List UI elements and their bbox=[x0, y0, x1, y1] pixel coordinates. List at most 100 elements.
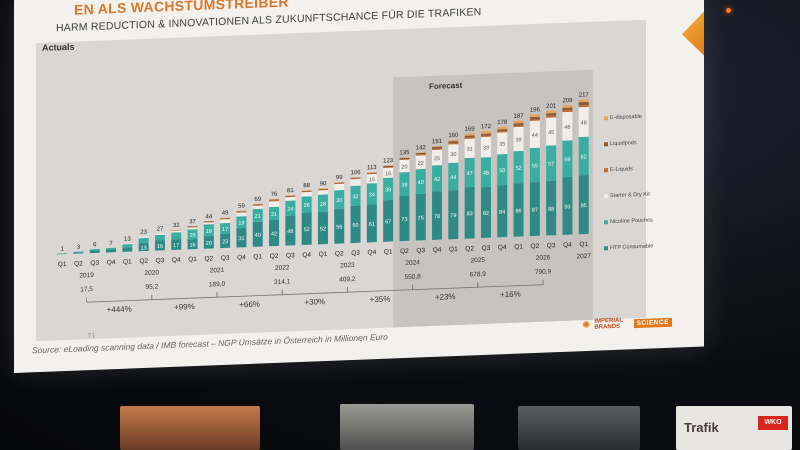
bar-segment-e-liquids bbox=[383, 167, 394, 169]
quarter-tick-label: Q2 bbox=[465, 245, 474, 252]
quarter-tick-label: Q1 bbox=[319, 251, 328, 258]
bar-segment-e-liquids bbox=[480, 135, 491, 138]
imperial-brands-logo: ✺ IMPERIAL BRANDS SCIENCE bbox=[582, 313, 672, 334]
quarter-tick-label: Q4 bbox=[107, 259, 116, 266]
bar-segment-e-liquids bbox=[350, 178, 361, 180]
bar-segment-e-disposable bbox=[415, 152, 426, 154]
segment-label: 79 bbox=[450, 213, 456, 219]
legend-swatch bbox=[604, 116, 608, 121]
bar-total-label: 90 bbox=[320, 181, 327, 187]
bar-segment-htp-consumable bbox=[138, 242, 149, 252]
bar-segment-htp-consumable bbox=[529, 181, 540, 237]
bar-segment-nicotine-pouches bbox=[350, 185, 361, 206]
bar-segment-starter-dry-kit bbox=[399, 159, 410, 173]
quarter-tick-label: Q4 bbox=[368, 249, 377, 256]
bar-segment-liquidpods bbox=[236, 211, 247, 213]
quarter-tick-label: Q1 bbox=[188, 256, 197, 263]
segment-label: 16 bbox=[385, 171, 391, 177]
bar-segment-e-liquids bbox=[220, 218, 231, 220]
bar-segment-e-disposable bbox=[350, 176, 361, 178]
year-total-label: 95,2 bbox=[145, 283, 158, 290]
bar-segment-liquidpods bbox=[317, 188, 328, 190]
bar-segment-htp-consumable bbox=[480, 186, 491, 239]
segment-label: 48 bbox=[483, 171, 489, 177]
quarter-tick-label: Q4 bbox=[433, 247, 442, 254]
bar-segment-liquidpods bbox=[334, 182, 345, 184]
bar-segment-nicotine-pouches bbox=[203, 224, 214, 237]
year-label: 2025 bbox=[471, 257, 486, 265]
bar-segment-e-liquids bbox=[252, 204, 263, 206]
bar-segment-starter-dry-kit bbox=[546, 117, 557, 146]
stage-light bbox=[726, 8, 731, 13]
bar-segment-htp-consumable bbox=[497, 184, 508, 238]
bar-segment-e-disposable bbox=[399, 157, 410, 159]
bar-total-label: 151 bbox=[432, 139, 443, 145]
year-total-label: 550,8 bbox=[404, 273, 421, 281]
logo-text-imperial: IMPERIAL BRANDS bbox=[594, 317, 623, 331]
bar-segment-e-disposable bbox=[301, 190, 312, 192]
bar-total-label: 6 bbox=[93, 242, 97, 248]
bar-segment-starter-dry-kit bbox=[448, 144, 459, 164]
bar-segment-starter-dry-kit bbox=[203, 222, 214, 225]
segment-label: 46 bbox=[564, 125, 570, 131]
growth-bracket bbox=[477, 279, 544, 288]
bar-segment-htp-consumable bbox=[252, 221, 263, 247]
bar-total-label: 178 bbox=[497, 120, 508, 126]
segment-label: 15 bbox=[369, 177, 375, 183]
photo-frame bbox=[518, 406, 640, 450]
growth-label: +99% bbox=[174, 302, 195, 312]
bar-segment-e-disposable bbox=[513, 120, 524, 124]
quarter-tick-label: Q4 bbox=[302, 252, 311, 259]
year-total-label: 678,9 bbox=[470, 271, 487, 279]
legend-swatch bbox=[604, 142, 608, 147]
bar-segment-liquidpods bbox=[513, 122, 524, 126]
bar-total-label: 7 bbox=[109, 241, 113, 247]
segment-label: 31 bbox=[238, 236, 244, 242]
bar-segment-liquidpods bbox=[350, 177, 361, 179]
bar-segment-htp-consumable bbox=[187, 239, 198, 250]
bar-segment-nicotine-pouches bbox=[497, 153, 508, 186]
bar-segment-htp-consumable bbox=[301, 212, 312, 245]
quarter-tick-label: Q2 bbox=[270, 253, 279, 260]
segment-label: 52 bbox=[304, 227, 310, 233]
bar-segment-e-liquids bbox=[578, 104, 589, 108]
quarter-tick-label: Q1 bbox=[253, 253, 262, 260]
segment-label: 26 bbox=[304, 203, 310, 209]
page-marker: 7 | bbox=[88, 332, 95, 340]
bar-segment-htp-consumable bbox=[73, 252, 84, 254]
photo-frame bbox=[340, 404, 474, 450]
bar-segment-nicotine-pouches bbox=[171, 232, 182, 240]
bar-segment-nicotine-pouches bbox=[154, 234, 165, 241]
bar-segment-htp-consumable bbox=[464, 186, 475, 239]
bar-segment-nicotine-pouches bbox=[480, 157, 491, 188]
bar-segment-liquidpods bbox=[301, 190, 312, 192]
year-label: 2022 bbox=[275, 264, 290, 272]
bar-segment-e-disposable bbox=[383, 165, 394, 167]
segment-label: 78 bbox=[434, 214, 440, 220]
chart-legend: E-disposable Liquidpods E-Liquids Starter &… bbox=[604, 113, 664, 271]
bar-segment-htp-consumable bbox=[366, 204, 377, 243]
bar-segment-e-liquids bbox=[285, 196, 296, 198]
growth-bracket bbox=[86, 294, 153, 303]
bar-total-label: 69 bbox=[254, 197, 261, 203]
growth-label: +30% bbox=[304, 297, 325, 307]
year-label: 2027 bbox=[577, 253, 592, 261]
bar-segment-nicotine-pouches bbox=[415, 168, 426, 195]
legend-label: E-disposable bbox=[610, 113, 642, 122]
segment-label: 86 bbox=[515, 208, 521, 214]
forecast-region bbox=[393, 69, 593, 328]
quarter-tick-label: Q4 bbox=[498, 244, 507, 251]
bar-total-label: 44 bbox=[206, 214, 213, 220]
segment-label: 17 bbox=[222, 227, 228, 233]
quarter-tick-label: Q2 bbox=[400, 248, 409, 255]
bar-segment-e-liquids bbox=[562, 109, 573, 113]
bar-total-label: 217 bbox=[579, 92, 590, 98]
bar-segment-htp-consumable bbox=[578, 175, 589, 235]
wko-logo: WKO bbox=[758, 416, 788, 430]
bar-total-label: 88 bbox=[303, 183, 310, 189]
bar-segment-liquidpods bbox=[203, 221, 214, 223]
segment-label: 56 bbox=[336, 225, 342, 231]
bar-segment-liquidpods bbox=[464, 135, 475, 138]
segment-label: 48 bbox=[287, 229, 293, 235]
year-label: 2019 bbox=[79, 272, 94, 280]
